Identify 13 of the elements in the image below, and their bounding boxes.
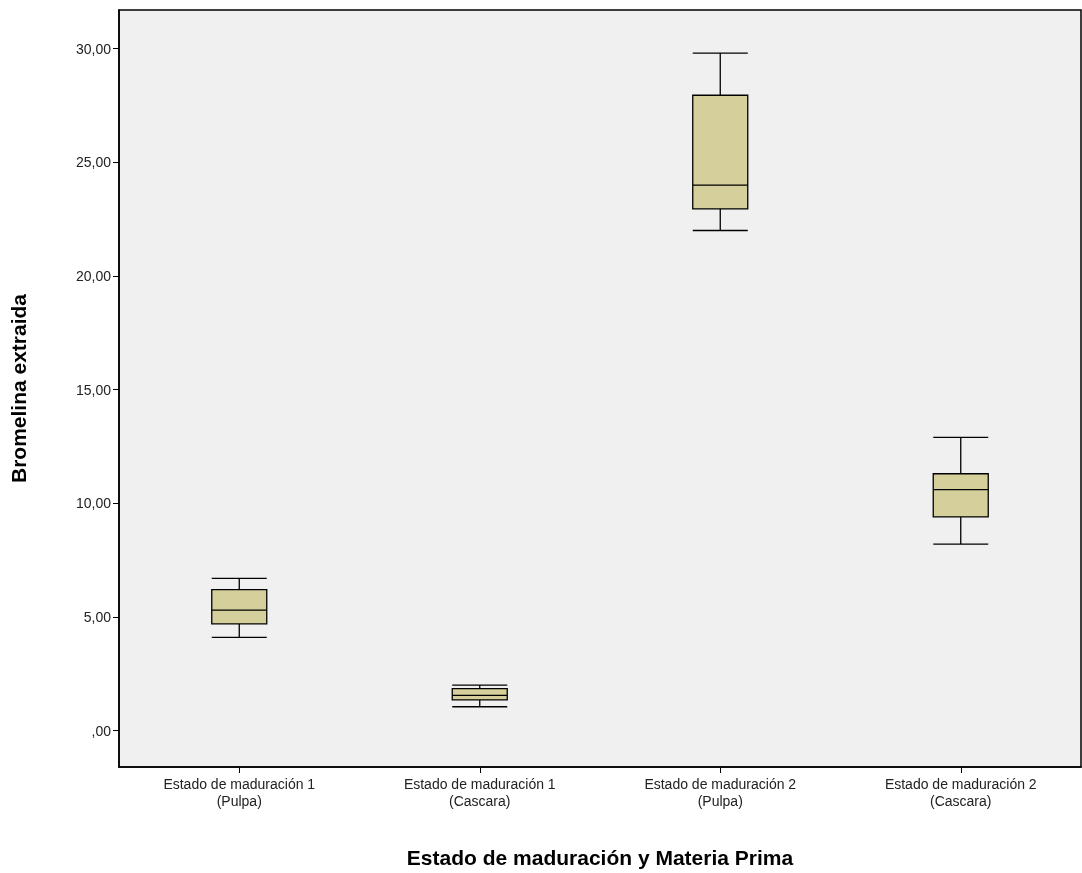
y-tick-label: 10,00: [75, 495, 112, 512]
y-tick-label: 30,00: [75, 40, 112, 57]
y-tick-label: ,00: [91, 722, 112, 739]
x-tick-label: Estado de maduración 2 (Cascara): [884, 775, 1037, 809]
y-tick-label: 25,00: [75, 154, 112, 171]
y-tick-label: 15,00: [75, 381, 112, 398]
x-tick-label: Estado de maduración 1 (Cascara): [403, 775, 556, 809]
x-tick-label: Estado de maduración 1 (Pulpa): [163, 775, 316, 809]
y-tick-label: 20,00: [75, 267, 112, 284]
y-tick-label: 5,00: [83, 608, 112, 625]
y-axis-title: Bromelina extraida: [7, 293, 30, 484]
x-axis-title: Estado de maduración y Materia Prima: [406, 846, 794, 869]
x-tick-label: Estado de maduración 2 (Pulpa): [644, 775, 797, 809]
